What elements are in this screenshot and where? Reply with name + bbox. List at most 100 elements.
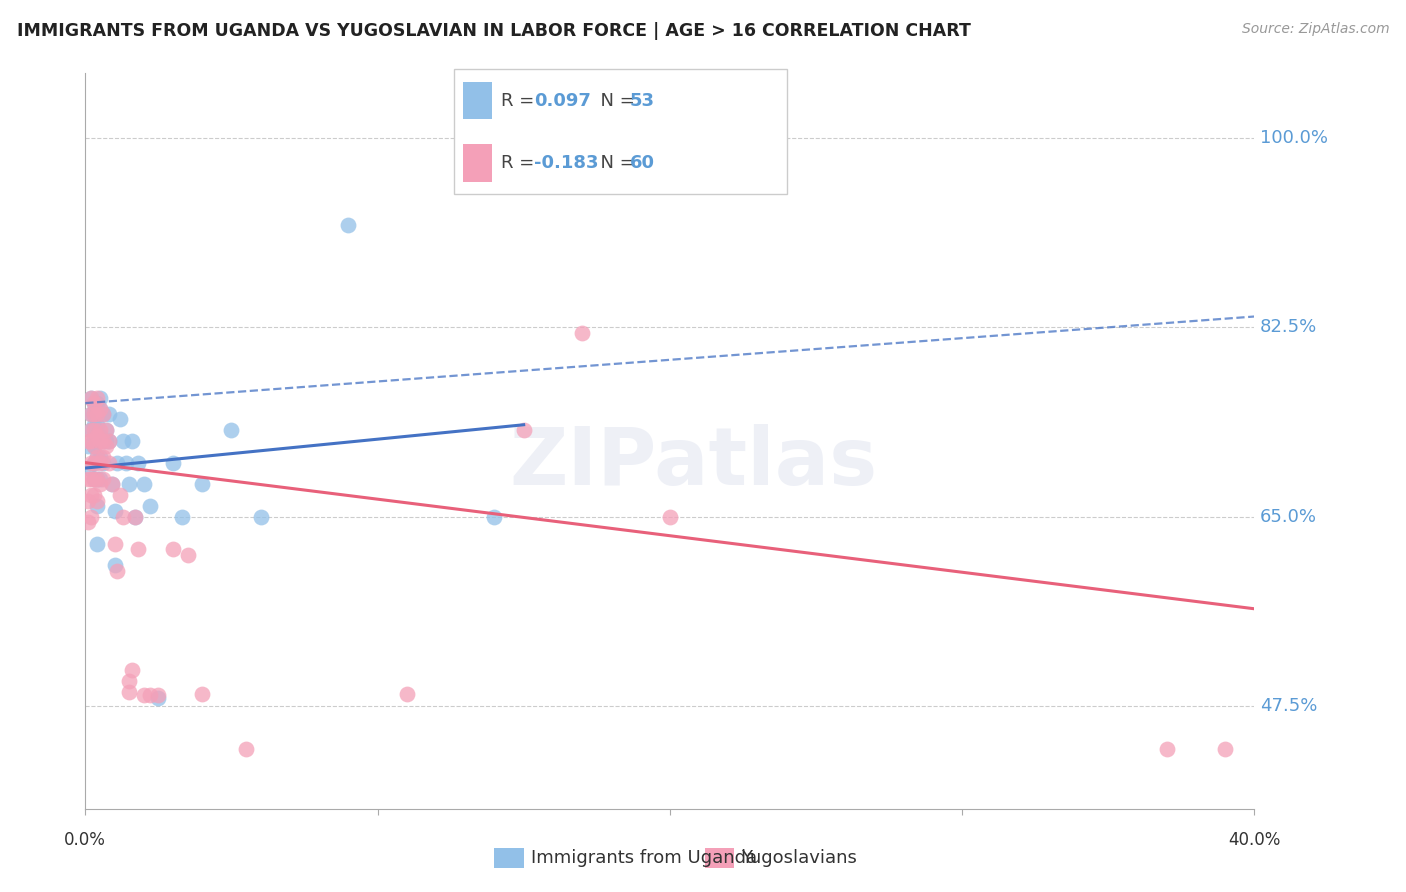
Point [91,407,114,421]
Point [112,434,135,448]
Point [80,488,103,502]
Text: 60: 60 [630,154,655,172]
Text: 40.0%: 40.0% [1227,831,1281,849]
Text: Source: ZipAtlas.com: Source: ZipAtlas.com [1241,22,1389,37]
Point [162,542,184,557]
Point [83,423,105,437]
Point [148,689,170,703]
Point [138,499,160,513]
Point [86,428,108,442]
Point [83,417,105,432]
Text: ZIPatlas: ZIPatlas [509,424,877,502]
Point [124,509,146,524]
Point [89,456,111,470]
Point [91,407,114,421]
Point [1156,742,1178,756]
Point [97,434,120,448]
Text: N =: N = [589,154,641,172]
Text: IMMIGRANTS FROM UGANDA VS YUGOSLAVIAN IN LABOR FORCE | AGE > 16 CORRELATION CHAR: IMMIGRANTS FROM UGANDA VS YUGOSLAVIAN IN… [17,22,970,40]
Point [94,439,117,453]
Point [83,472,105,486]
Point [86,493,108,508]
Point [395,687,418,701]
Point [118,674,141,689]
Point [571,326,593,340]
Point [77,472,100,486]
Point [86,396,108,410]
Point [191,687,214,701]
Point [80,472,103,486]
Text: 53: 53 [630,92,655,110]
Text: N =: N = [589,92,641,110]
Point [191,477,214,491]
Point [132,477,155,491]
Point [77,493,100,508]
Point [91,450,114,465]
Point [97,407,120,421]
Point [83,396,105,410]
Point [658,509,681,524]
Point [86,450,108,465]
Point [97,456,120,470]
Point [176,548,198,562]
Text: -0.183: -0.183 [534,154,599,172]
Text: 100.0%: 100.0% [1260,129,1329,147]
Text: R =: R = [502,154,540,172]
Point [170,509,193,524]
Point [235,742,257,756]
Point [83,396,105,410]
Point [83,456,105,470]
Point [100,477,122,491]
Point [77,434,100,448]
Point [118,685,141,699]
Point [80,423,103,437]
Point [86,499,108,513]
Point [80,423,103,437]
Point [89,434,111,448]
Text: R =: R = [502,92,540,110]
Point [86,450,108,465]
Point [83,407,105,421]
Point [91,434,114,448]
Point [138,689,160,703]
Point [249,509,271,524]
Point [221,423,243,437]
Point [89,423,111,437]
Point [80,407,103,421]
Point [91,434,114,448]
Text: 47.5%: 47.5% [1260,698,1317,715]
Point [83,456,105,470]
Point [83,407,105,421]
Point [80,407,103,421]
Point [103,558,125,573]
Point [121,434,143,448]
Point [112,509,135,524]
Point [89,477,111,491]
Point [103,537,125,551]
Text: 82.5%: 82.5% [1260,318,1317,336]
Point [91,472,114,486]
Point [80,509,103,524]
Point [86,434,108,448]
Point [83,439,105,453]
Point [1213,742,1236,756]
Text: Immigrants from Uganda: Immigrants from Uganda [530,849,756,867]
Point [86,537,108,551]
Text: Yugoslavians: Yugoslavians [741,849,858,867]
Point [80,456,103,470]
Point [86,417,108,432]
Point [83,439,105,453]
Point [83,428,105,442]
Point [86,472,108,486]
Point [77,461,100,475]
Text: 0.0%: 0.0% [65,831,107,849]
Point [77,515,100,529]
Point [89,391,111,405]
Point [484,509,506,524]
Point [94,423,117,437]
Point [86,391,108,405]
Text: 0.097: 0.097 [534,92,591,110]
Point [132,689,155,703]
Point [77,439,100,453]
Point [127,542,149,557]
